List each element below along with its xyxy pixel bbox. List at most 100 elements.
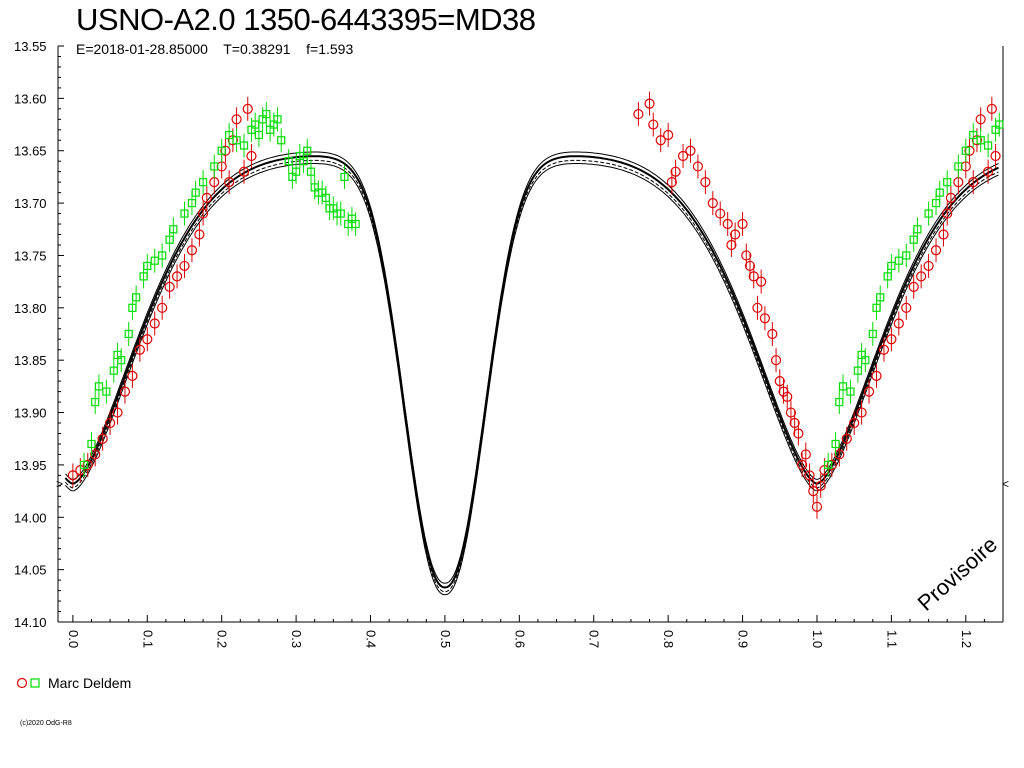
data-point-red	[886, 327, 897, 352]
data-point-red	[242, 96, 253, 121]
point-marker	[238, 166, 250, 177]
data-point-red	[752, 295, 763, 320]
point-marker	[220, 145, 231, 156]
point-marker	[995, 120, 1004, 129]
chart-title: USNO-A2.0 1350-6443395=MD38	[76, 2, 536, 37]
left-marker: >	[56, 477, 63, 491]
data-point-green	[117, 348, 126, 373]
point-marker	[102, 387, 111, 396]
point-marker	[232, 136, 241, 145]
data-point-red	[782, 384, 793, 409]
data-point-red	[648, 112, 659, 137]
data-point-green	[838, 374, 848, 399]
data-point-green	[273, 107, 282, 132]
y-tick-label: 13.80	[14, 301, 47, 316]
point-marker	[90, 449, 101, 460]
data-point-green	[217, 138, 226, 163]
data-point-green	[284, 149, 293, 174]
x-tick-label: 0.8	[661, 630, 676, 648]
point-marker	[930, 245, 942, 256]
copyright-note: (c)2020 OdG-R8	[20, 720, 72, 727]
point-marker	[648, 119, 659, 130]
data-point-red	[246, 143, 257, 168]
data-point-green	[306, 159, 316, 184]
point-marker	[774, 376, 785, 387]
data-point-red	[793, 421, 804, 446]
data-point-red	[663, 123, 674, 148]
point-marker	[94, 382, 104, 391]
y-tick-label: 14.00	[14, 510, 47, 525]
data-point-red	[930, 238, 942, 263]
point-marker	[969, 130, 978, 140]
x-tick-label: 0.5	[438, 630, 453, 648]
point-marker	[923, 260, 934, 272]
data-point-green	[102, 379, 111, 404]
model-curve-1	[64, 155, 999, 589]
point-marker	[644, 98, 655, 109]
point-marker	[149, 318, 160, 329]
data-point-red	[975, 107, 986, 132]
point-marker	[984, 141, 993, 150]
model-curve-2	[65, 159, 999, 593]
data-point-green	[79, 452, 89, 477]
point-marker	[340, 172, 349, 182]
y-tick-label: 13.85	[14, 353, 47, 368]
axes-layer: 13.55 13.60 13.65 13.70 13.75 13.80 13.85 13.90…	[14, 39, 1004, 648]
x-tick-label: 0.7	[587, 630, 602, 648]
point-marker	[902, 251, 911, 260]
point-marker	[935, 188, 944, 197]
data-point-green	[94, 374, 104, 399]
point-marker	[663, 129, 674, 141]
data-point-red	[893, 311, 904, 336]
data-point-red	[737, 212, 748, 237]
data-point-green	[913, 217, 922, 242]
y-tick-label: 13.75	[14, 248, 47, 263]
point-marker	[677, 150, 689, 162]
point-marker	[938, 229, 949, 240]
point-marker	[831, 439, 840, 449]
data-point-red	[127, 363, 138, 388]
data-point-green	[831, 431, 840, 456]
data-point-red	[849, 411, 860, 436]
point-marker	[871, 370, 882, 381]
point-marker	[87, 439, 96, 449]
point-marker	[284, 157, 293, 166]
data-point-green	[87, 431, 96, 456]
point-marker	[186, 245, 198, 256]
y-tick-label: 13.55	[14, 39, 47, 54]
data-point-red	[800, 442, 811, 467]
point-marker	[990, 150, 1001, 162]
point-marker	[224, 177, 235, 188]
point-marker	[767, 328, 778, 340]
data-point-red	[916, 264, 927, 289]
point-marker	[292, 167, 301, 176]
point-marker	[700, 177, 711, 188]
data-point-red	[871, 363, 882, 388]
data-point-red	[112, 400, 123, 425]
data-point-green	[835, 390, 844, 415]
point-marker	[908, 281, 919, 292]
point-marker	[277, 136, 286, 145]
point-marker	[254, 130, 264, 140]
point-marker	[863, 386, 875, 397]
data-point-green	[158, 243, 167, 268]
y-tick-label: 13.95	[14, 458, 47, 473]
y-tick-label: 13.65	[14, 144, 47, 159]
x-tick-label: 0.2	[215, 630, 230, 648]
data-point-red	[186, 238, 198, 263]
data-point-red	[171, 264, 183, 289]
data-point-green	[853, 358, 863, 383]
y-tick-label: 13.60	[14, 91, 47, 106]
point-marker	[838, 382, 848, 391]
data-point-green	[861, 348, 870, 373]
data-point-red	[633, 102, 644, 127]
x-tick-label: 1.0	[810, 630, 825, 648]
data-point-red	[722, 212, 733, 237]
data-point-green	[954, 154, 963, 179]
point-marker	[150, 256, 159, 265]
point-marker	[975, 114, 986, 125]
point-marker	[666, 177, 677, 188]
data-point-green	[887, 253, 896, 278]
data-point-red	[767, 322, 778, 346]
